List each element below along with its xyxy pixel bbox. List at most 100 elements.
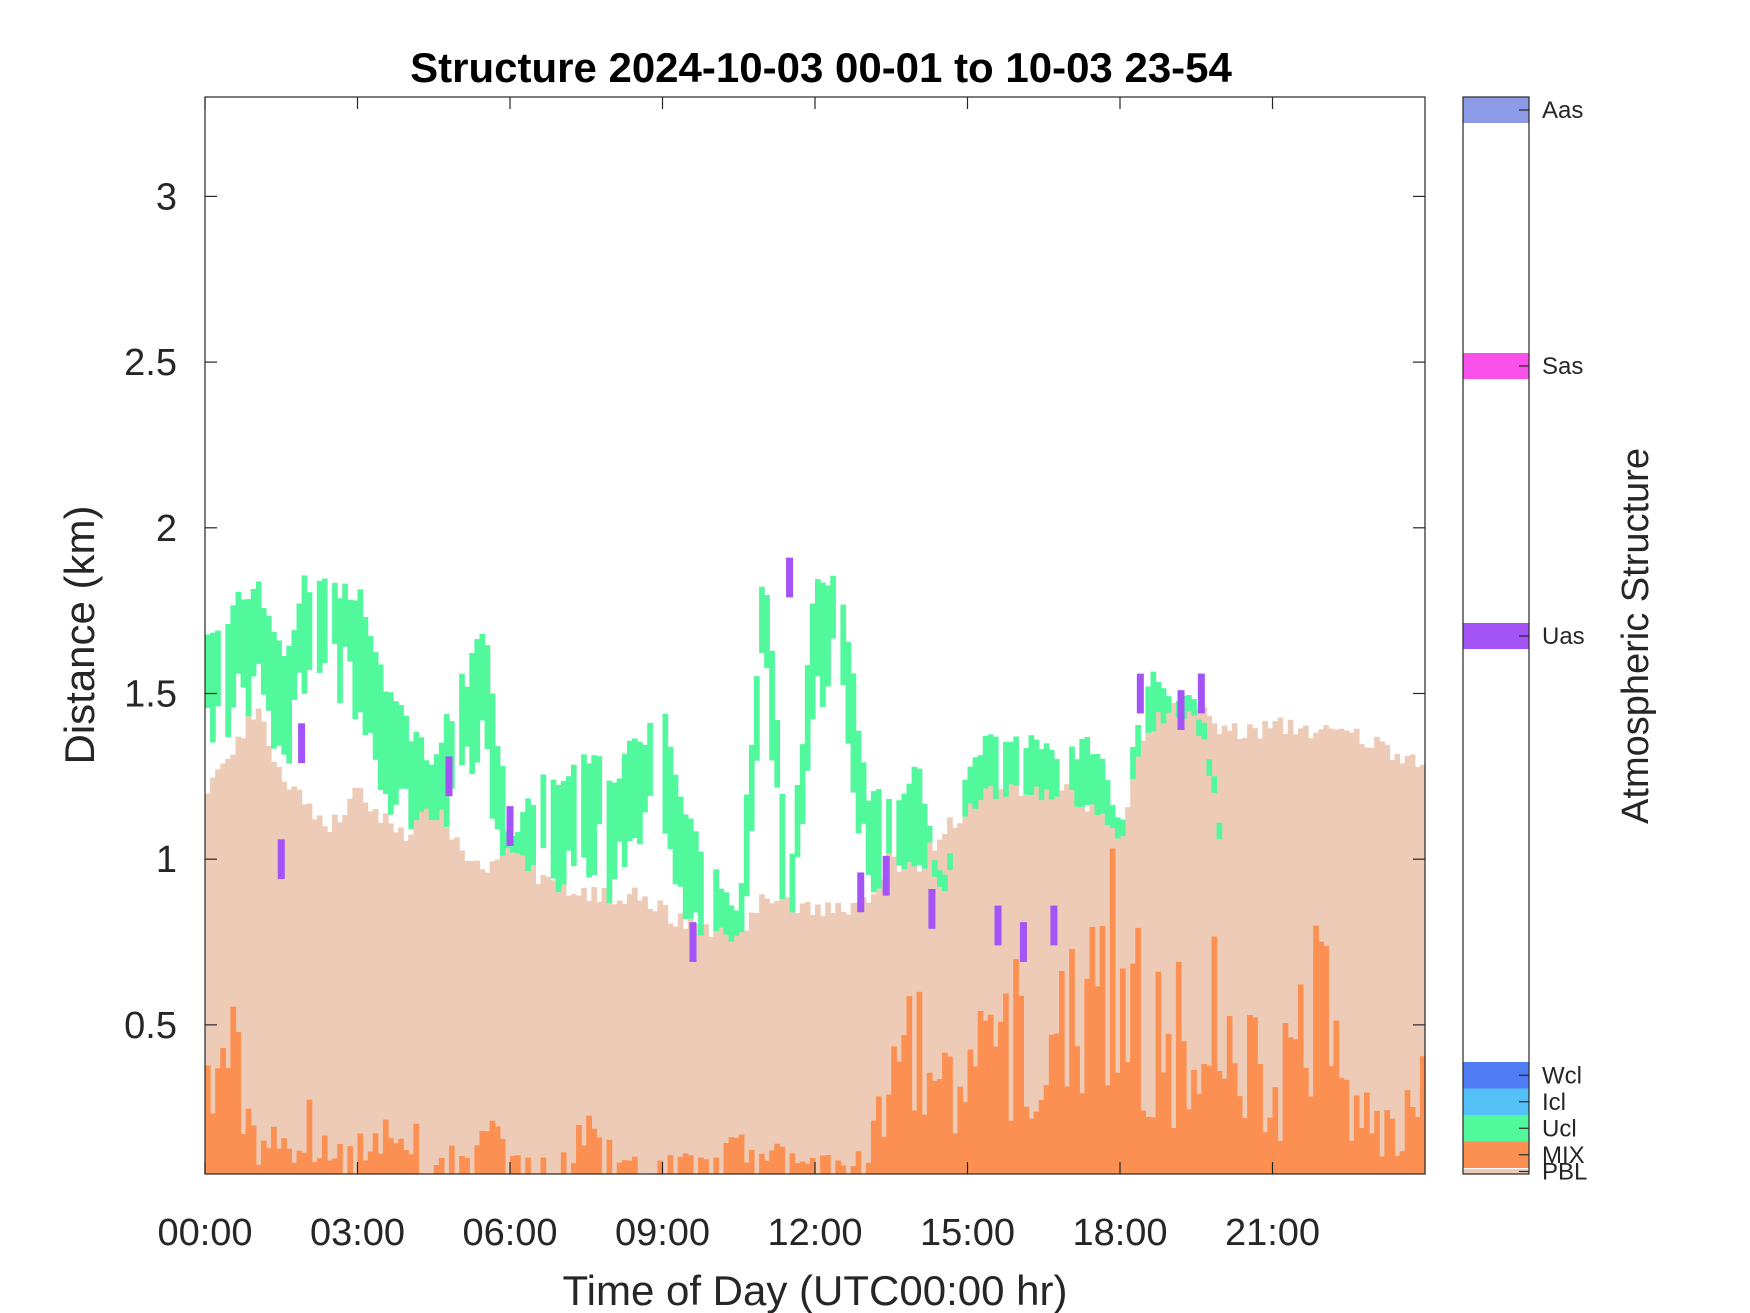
pbl-column	[271, 761, 277, 1174]
ucl-column	[911, 766, 918, 867]
pbl-column	[393, 832, 399, 1174]
pbl-column	[820, 916, 826, 1174]
mix-column	[687, 1155, 694, 1174]
ucl-column	[301, 575, 308, 694]
mix-column	[865, 1162, 872, 1174]
mix-column	[982, 1020, 989, 1174]
mix-column	[1120, 968, 1126, 1174]
mix-column	[1338, 1078, 1345, 1174]
pbl-column	[957, 823, 964, 1174]
mix-column	[1003, 993, 1009, 1174]
mix-column	[1323, 945, 1330, 1174]
mix-column	[1008, 1120, 1014, 1174]
pbl-column	[1333, 729, 1340, 1174]
pbl-column	[693, 923, 699, 1174]
pbl-column	[342, 814, 348, 1174]
pbl-column	[474, 860, 481, 1174]
colorbar-class-label: MIX	[1542, 1142, 1585, 1169]
ucl-column	[1186, 695, 1192, 712]
mix-column	[260, 1140, 267, 1174]
pbl-column	[260, 721, 267, 1174]
ucl-column	[489, 693, 496, 819]
mix-column	[992, 1046, 999, 1174]
ucl-column	[428, 764, 435, 821]
ucl-column	[1130, 747, 1136, 780]
ucl-column	[942, 874, 948, 892]
mix-column	[1267, 1117, 1274, 1174]
pbl-column	[220, 763, 226, 1174]
pbl-column	[591, 887, 598, 1174]
mix-column	[1419, 1056, 1426, 1174]
ucl-column	[855, 730, 862, 834]
ucl-column	[1023, 748, 1030, 795]
ucl-column	[459, 673, 465, 766]
pbl-column	[423, 808, 430, 1174]
pbl-column	[1353, 728, 1360, 1174]
pbl-column	[1018, 795, 1025, 1174]
pbl-column	[896, 871, 903, 1174]
mix-column	[870, 1120, 877, 1174]
ucl-column	[347, 599, 354, 662]
mix-column	[499, 1138, 506, 1174]
mix-column	[891, 1046, 897, 1174]
mix-column	[255, 1164, 262, 1174]
pbl-column	[1384, 744, 1391, 1174]
pbl-column	[1374, 736, 1380, 1174]
pbl-column	[1064, 784, 1070, 1174]
pbl-column	[1282, 733, 1289, 1174]
mix-column	[799, 1161, 806, 1174]
mix-column	[1292, 1039, 1299, 1174]
pbl-column	[571, 893, 577, 1174]
mix-column	[886, 1094, 892, 1174]
ucl-column	[901, 793, 908, 870]
pbl-column	[1231, 723, 1238, 1174]
ucl-column	[962, 779, 969, 817]
mix-column	[723, 1142, 730, 1174]
mix-column	[205, 1065, 211, 1174]
mix-column	[347, 1146, 354, 1174]
pbl-column	[1053, 796, 1060, 1174]
ucl-column	[352, 600, 359, 720]
colorbar-class-label: Icl	[1542, 1089, 1566, 1116]
mix-column	[901, 1035, 908, 1174]
pbl-column	[321, 826, 328, 1174]
pbl-column	[1170, 703, 1177, 1174]
ucl-column	[937, 870, 943, 887]
mix-column	[1191, 1069, 1197, 1174]
x-tick-label: 06:00	[462, 1212, 557, 1254]
pbl-column	[215, 769, 221, 1174]
ucl-layer	[205, 575, 1223, 942]
ucl-column	[210, 632, 216, 743]
mix-column	[571, 1163, 577, 1174]
mix-column	[388, 1138, 394, 1174]
pbl-column	[316, 815, 323, 1174]
pbl-column	[982, 788, 989, 1174]
ucl-column	[1094, 754, 1101, 816]
pbl-column	[830, 913, 836, 1174]
ucl-column	[1074, 759, 1080, 807]
colorbar-frame	[1462, 96, 1530, 1175]
pbl-column	[606, 903, 613, 1174]
pbl-column	[1221, 725, 1228, 1174]
ucl-column	[992, 736, 999, 800]
ucl-column	[1084, 737, 1091, 806]
colorbar-class-label: PBL	[1542, 1159, 1587, 1186]
y-tick-label: 1	[156, 839, 177, 881]
colorbar-class-label: Ucl	[1542, 1115, 1577, 1142]
mix-column	[459, 1155, 465, 1174]
colorbar-swatch	[1463, 1088, 1529, 1115]
pbl-column	[1145, 732, 1152, 1174]
mix-column	[774, 1143, 781, 1174]
pbl-column	[611, 904, 618, 1174]
mix-column	[911, 1110, 918, 1174]
ucl-column	[1211, 776, 1218, 793]
ucl-column	[764, 595, 770, 669]
ucl-column	[1028, 735, 1035, 796]
pbl-column	[1364, 747, 1370, 1174]
mix-column	[1328, 1066, 1335, 1174]
mix-column	[403, 1149, 409, 1174]
colorbar-swatch	[1463, 1062, 1529, 1089]
mix-column	[1160, 1072, 1167, 1174]
pbl-column	[494, 859, 501, 1174]
pbl-column	[438, 809, 445, 1174]
